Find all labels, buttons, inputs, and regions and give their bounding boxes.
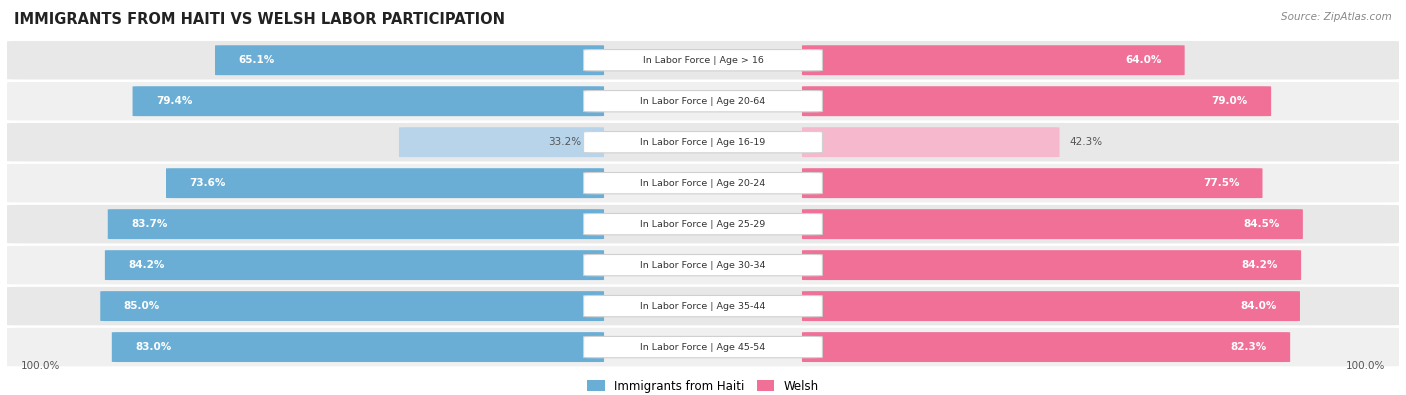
- FancyBboxPatch shape: [108, 209, 605, 239]
- FancyBboxPatch shape: [801, 127, 1060, 157]
- FancyBboxPatch shape: [215, 45, 605, 75]
- FancyBboxPatch shape: [583, 213, 823, 235]
- FancyBboxPatch shape: [583, 90, 823, 112]
- FancyBboxPatch shape: [583, 173, 823, 194]
- FancyBboxPatch shape: [801, 332, 1291, 362]
- Text: 84.2%: 84.2%: [1241, 260, 1278, 270]
- FancyBboxPatch shape: [801, 86, 1271, 116]
- Text: In Labor Force | Age 35-44: In Labor Force | Age 35-44: [640, 302, 766, 310]
- Text: 100.0%: 100.0%: [21, 361, 60, 371]
- Text: In Labor Force | Age > 16: In Labor Force | Age > 16: [643, 56, 763, 65]
- FancyBboxPatch shape: [801, 45, 1185, 75]
- FancyBboxPatch shape: [112, 332, 605, 362]
- Legend: Immigrants from Haiti, Welsh: Immigrants from Haiti, Welsh: [588, 380, 818, 393]
- FancyBboxPatch shape: [7, 246, 1399, 284]
- FancyBboxPatch shape: [801, 291, 1301, 321]
- Text: IMMIGRANTS FROM HAITI VS WELSH LABOR PARTICIPATION: IMMIGRANTS FROM HAITI VS WELSH LABOR PAR…: [14, 12, 505, 27]
- FancyBboxPatch shape: [583, 295, 823, 317]
- FancyBboxPatch shape: [100, 291, 605, 321]
- Text: 83.0%: 83.0%: [135, 342, 172, 352]
- Text: 65.1%: 65.1%: [238, 55, 274, 65]
- Text: 85.0%: 85.0%: [124, 301, 160, 311]
- Text: 73.6%: 73.6%: [190, 178, 225, 188]
- FancyBboxPatch shape: [7, 164, 1399, 202]
- Text: In Labor Force | Age 25-29: In Labor Force | Age 25-29: [640, 220, 766, 229]
- Text: 79.4%: 79.4%: [156, 96, 193, 106]
- Text: 83.7%: 83.7%: [131, 219, 167, 229]
- Text: 33.2%: 33.2%: [548, 137, 581, 147]
- Text: In Labor Force | Age 20-24: In Labor Force | Age 20-24: [640, 179, 766, 188]
- Text: In Labor Force | Age 20-64: In Labor Force | Age 20-64: [640, 97, 766, 106]
- Text: In Labor Force | Age 16-19: In Labor Force | Age 16-19: [640, 138, 766, 147]
- FancyBboxPatch shape: [583, 254, 823, 276]
- FancyBboxPatch shape: [583, 337, 823, 358]
- Text: 84.0%: 84.0%: [1240, 301, 1277, 311]
- Text: 100.0%: 100.0%: [1346, 361, 1385, 371]
- Text: 64.0%: 64.0%: [1125, 55, 1161, 65]
- FancyBboxPatch shape: [7, 328, 1399, 366]
- Text: 42.3%: 42.3%: [1069, 137, 1102, 147]
- FancyBboxPatch shape: [801, 209, 1303, 239]
- FancyBboxPatch shape: [801, 168, 1263, 198]
- FancyBboxPatch shape: [7, 123, 1399, 162]
- FancyBboxPatch shape: [583, 132, 823, 153]
- FancyBboxPatch shape: [166, 168, 605, 198]
- Text: Source: ZipAtlas.com: Source: ZipAtlas.com: [1281, 12, 1392, 22]
- Text: 82.3%: 82.3%: [1230, 342, 1267, 352]
- FancyBboxPatch shape: [7, 82, 1399, 120]
- Text: 84.5%: 84.5%: [1243, 219, 1279, 229]
- FancyBboxPatch shape: [801, 250, 1301, 280]
- Text: 79.0%: 79.0%: [1212, 96, 1249, 106]
- FancyBboxPatch shape: [7, 41, 1399, 79]
- Text: 84.2%: 84.2%: [128, 260, 165, 270]
- Text: 77.5%: 77.5%: [1202, 178, 1239, 188]
- FancyBboxPatch shape: [583, 49, 823, 71]
- FancyBboxPatch shape: [105, 250, 605, 280]
- Text: In Labor Force | Age 30-34: In Labor Force | Age 30-34: [640, 261, 766, 270]
- FancyBboxPatch shape: [399, 127, 605, 157]
- FancyBboxPatch shape: [132, 86, 605, 116]
- FancyBboxPatch shape: [7, 287, 1399, 325]
- Text: In Labor Force | Age 45-54: In Labor Force | Age 45-54: [640, 342, 766, 352]
- FancyBboxPatch shape: [7, 205, 1399, 243]
